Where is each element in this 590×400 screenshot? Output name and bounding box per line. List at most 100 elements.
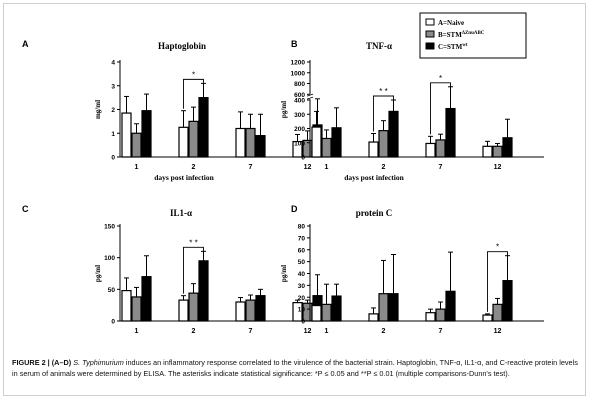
significance-bracket: [373, 95, 394, 132]
y-tick-label: 2: [111, 107, 115, 114]
bar: [245, 299, 256, 322]
bar: [131, 132, 142, 158]
x-tick-label: 1: [135, 164, 139, 171]
y-tick-label: 60: [298, 247, 306, 254]
significance-bracket: [183, 246, 204, 294]
y-tick-label: 400: [294, 98, 305, 105]
y-axis-label: pg/ml: [280, 265, 288, 282]
caption-lead: FIGURE 2 | (A–D): [12, 358, 72, 367]
x-tick-label: 12: [304, 164, 312, 171]
caption-body: induces an inflammatory response correla…: [12, 358, 578, 378]
bar: [178, 299, 189, 322]
legend-label-main: C=STM: [438, 43, 463, 51]
panel-letter: C: [22, 204, 29, 214]
y-tick-label: 100: [104, 255, 115, 262]
x-tick-label: 7: [249, 328, 253, 335]
bar: [502, 137, 513, 158]
panel-title: protein C: [356, 208, 393, 218]
figure-caption: FIGURE 2 | (A–D) S. Typhimurium induces …: [12, 357, 584, 379]
bar: [141, 110, 152, 158]
bar: [368, 141, 379, 158]
y-tick-label: 600: [294, 92, 305, 99]
bar: [188, 292, 199, 322]
y-tick-label: 30: [298, 283, 306, 290]
significance-label: * *: [379, 87, 387, 96]
significance-label: * *: [189, 238, 197, 247]
significance-label: *: [439, 74, 442, 83]
bar: [445, 107, 456, 158]
y-tick-label: 0: [301, 319, 305, 326]
legend-label-sup: wt: [462, 43, 468, 48]
panel-title: IL1-α: [170, 208, 192, 218]
panel-title: Haptoglobin: [158, 41, 206, 51]
y-tick-label: 50: [298, 259, 306, 266]
panel-letter: B: [291, 39, 298, 49]
x-tick-label: 12: [304, 328, 312, 335]
panel-letter: A: [22, 39, 29, 49]
bar: [121, 290, 132, 322]
axis-break-mark: [306, 93, 314, 97]
significance-label: *: [496, 243, 499, 252]
caption-species: S. Typhimurium: [73, 358, 124, 367]
y-tick-label: 10: [298, 307, 306, 314]
legend-label: C=STMwt: [438, 43, 468, 51]
bar: [198, 97, 209, 158]
bar: [121, 112, 132, 158]
legend-label: A=Naive: [438, 19, 464, 27]
bar: [255, 135, 266, 158]
y-tick-label: 40: [298, 271, 306, 278]
bar: [388, 293, 399, 322]
bar: [321, 137, 332, 158]
bar: [425, 142, 436, 158]
legend-box: [419, 12, 527, 59]
legend-label-main: B=STM: [438, 31, 462, 39]
y-tick-label: 70: [298, 235, 306, 242]
y-tick-label: 50: [108, 287, 116, 294]
legend-label-sup: ΔZnuABC: [462, 31, 485, 36]
bar: [255, 295, 266, 322]
figure-frame: A Haptoglobin mg/ml 0 1 2 3 4 1 2 7 12 * days post in…: [3, 3, 586, 396]
y-tick-label: 3: [111, 83, 115, 90]
legend-swatch: [425, 42, 435, 50]
y-tick-label: 1200: [291, 60, 306, 67]
x-tick-label: 12: [494, 328, 502, 335]
bar: [482, 314, 493, 322]
significance-bracket: [430, 82, 451, 135]
significance-bracket: [183, 78, 204, 109]
y-tick-label: 300: [294, 112, 305, 119]
bar: [368, 313, 379, 322]
x-tick-label: 2: [192, 164, 196, 171]
axis-break-gap: [307, 94, 313, 100]
bar: [492, 303, 503, 322]
legend-swatch: [425, 30, 435, 38]
y-tick-label: 0: [111, 319, 115, 326]
bar: [321, 303, 332, 322]
x-tick-label: 2: [382, 328, 386, 335]
legend-label: B=STMΔZnuABC: [438, 31, 485, 39]
y-tick-label: 20: [298, 295, 306, 302]
bar: [141, 276, 152, 322]
bar: [178, 126, 189, 158]
x-tick-label: 2: [192, 328, 196, 335]
bar: [331, 295, 342, 322]
y-tick-label: 100: [294, 140, 305, 147]
axis-break-mark: [306, 96, 314, 100]
x-tick-label: 7: [439, 328, 443, 335]
bar: [378, 293, 389, 322]
bar: [331, 127, 342, 158]
y-tick-label: 1: [111, 131, 115, 138]
bar: [378, 130, 389, 158]
bar: [311, 304, 322, 322]
x-tick-label: 7: [439, 164, 443, 171]
bar: [492, 145, 503, 158]
significance-bracket: [487, 251, 508, 312]
y-axis-label: pg/ml: [94, 265, 102, 282]
y-tick-label: 800: [294, 81, 305, 88]
bar: [482, 145, 493, 158]
x-tick-label: 7: [249, 164, 253, 171]
bar: [435, 139, 446, 158]
bar: [235, 301, 246, 322]
bar: [425, 312, 436, 322]
y-tick-label: 0: [301, 155, 305, 162]
x-tick-label: 1: [135, 328, 139, 335]
